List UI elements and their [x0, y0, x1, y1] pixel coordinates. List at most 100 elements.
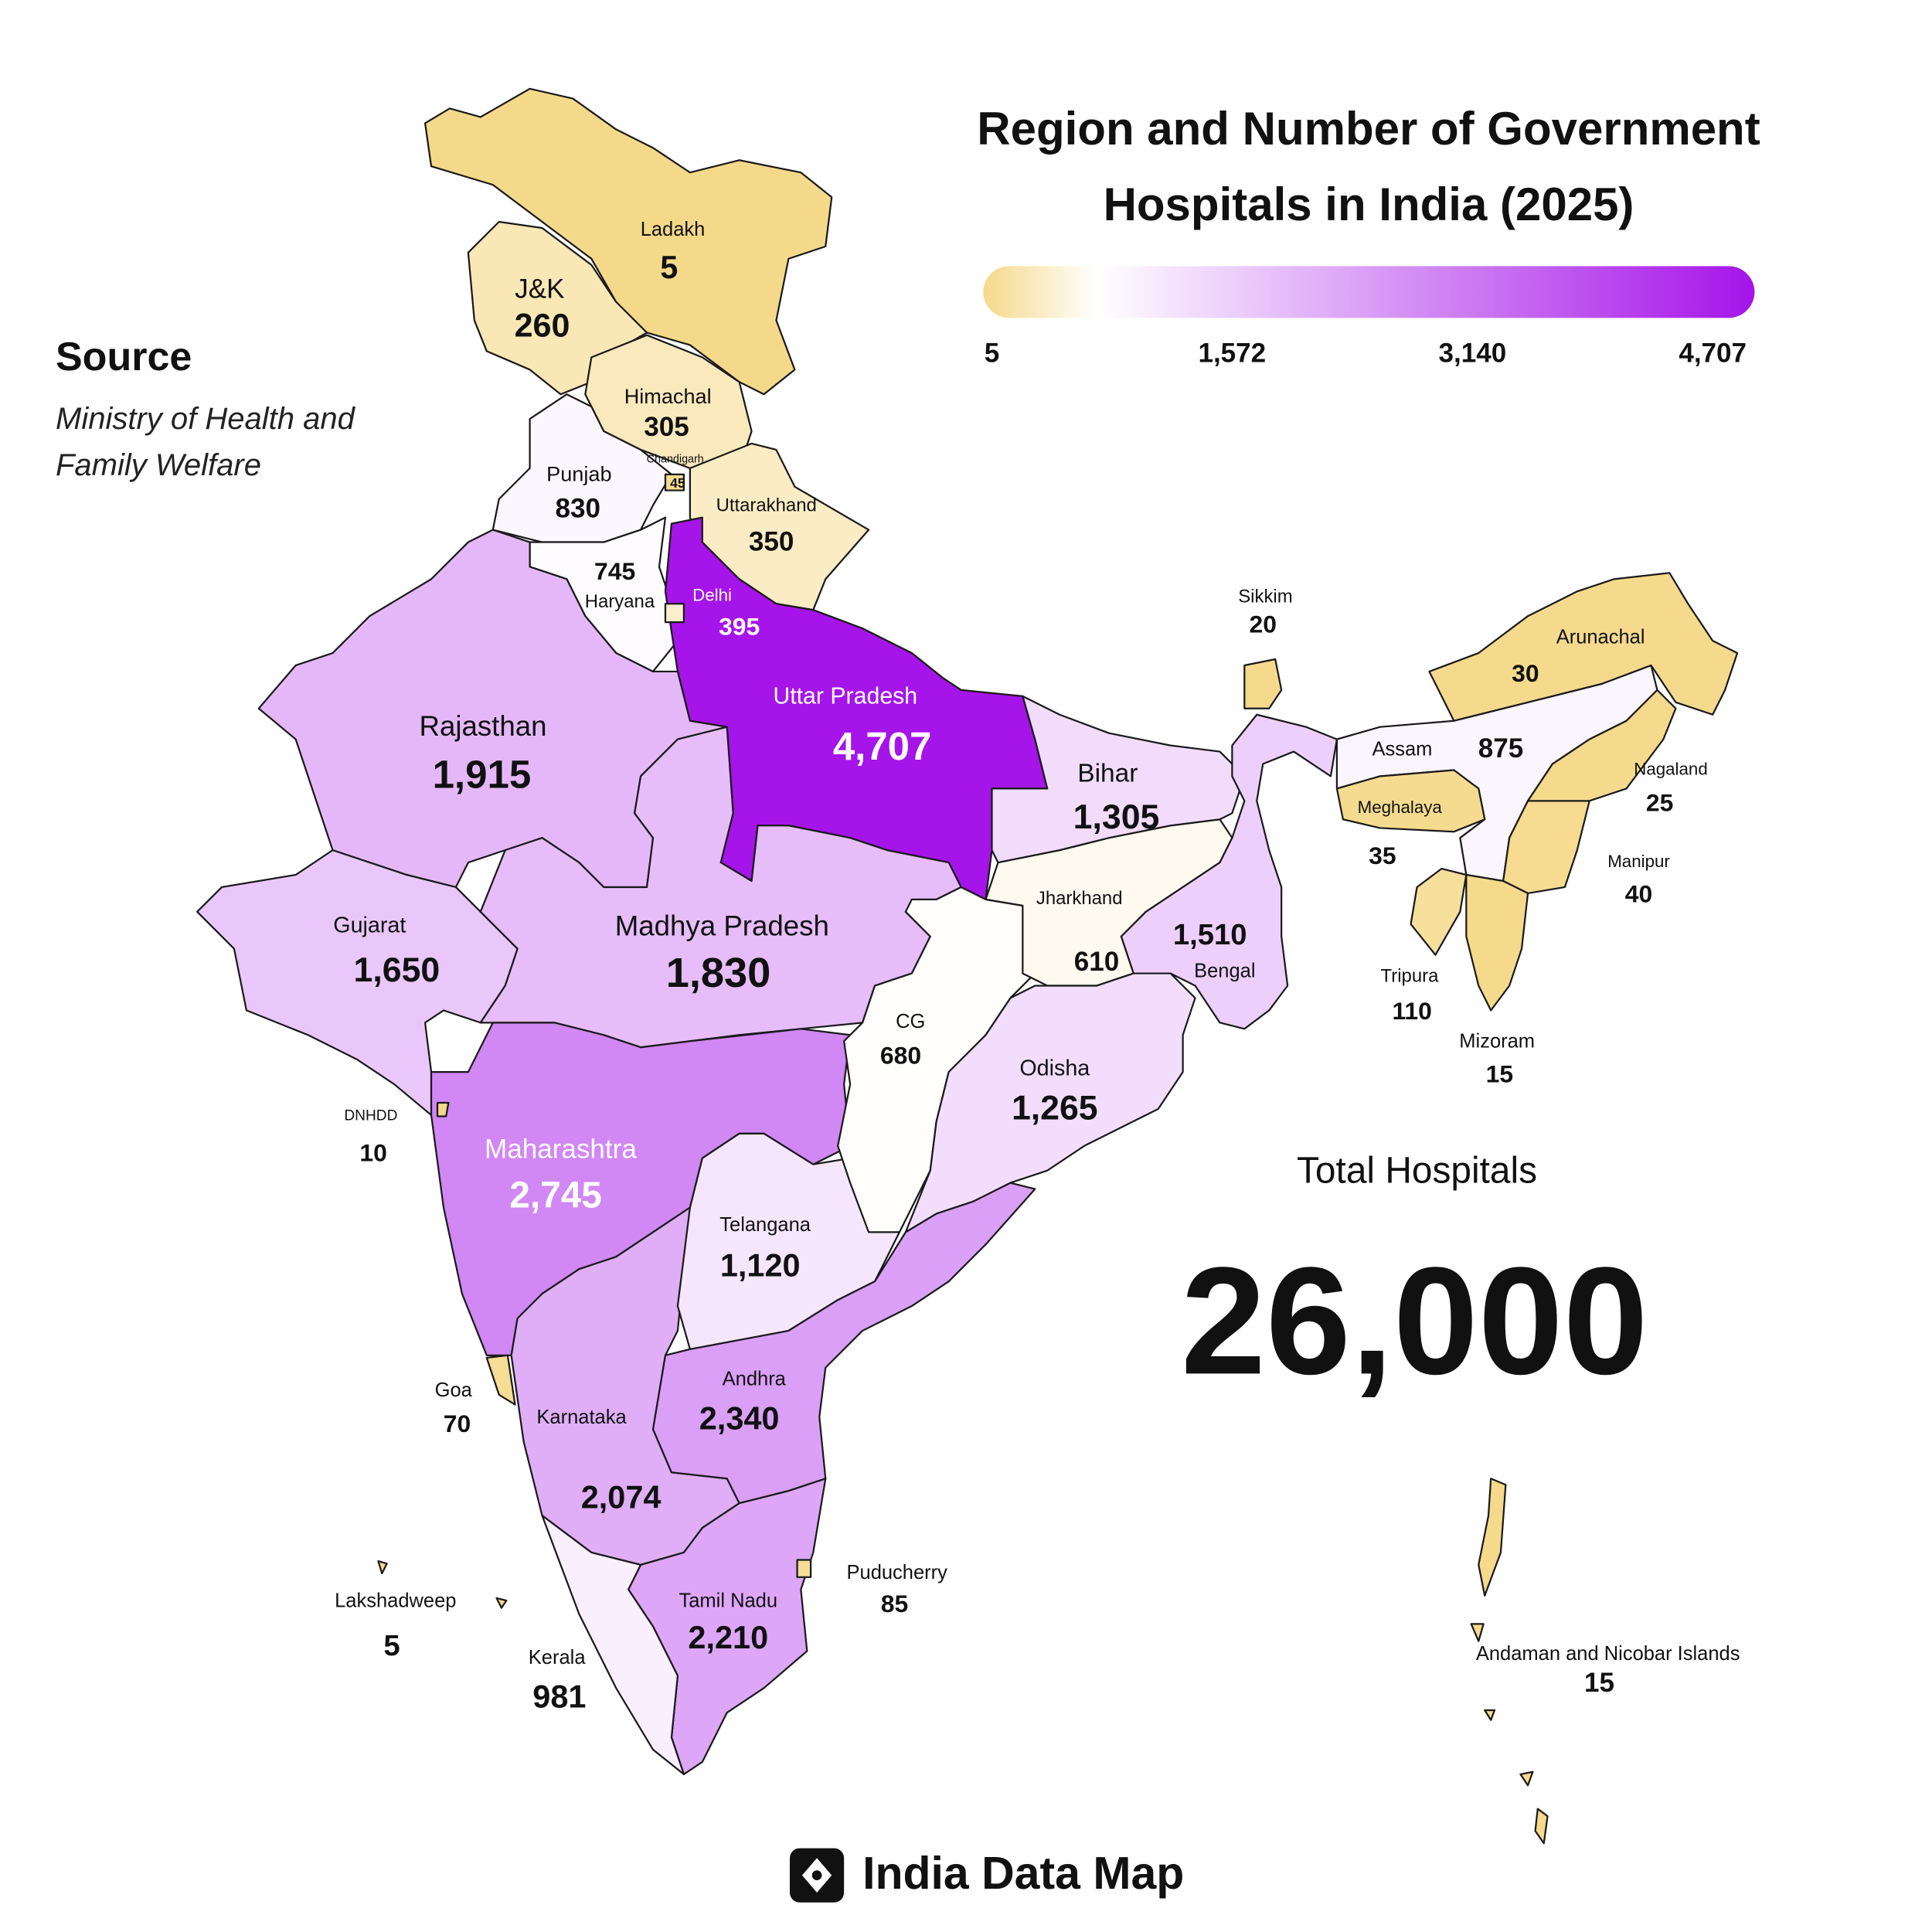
region-value: 680	[880, 1041, 921, 1069]
region	[664, 473, 685, 492]
region	[904, 972, 1196, 1233]
region-value: 1,650	[354, 951, 440, 989]
region-value: 40	[1625, 880, 1652, 908]
region-value: 1,510	[1173, 918, 1247, 951]
brand: India Data Map	[862, 1848, 1184, 1899]
region-value: 45	[670, 475, 685, 491]
region-name: J&K	[515, 274, 564, 304]
region-value: 2,210	[688, 1619, 768, 1655]
region-name: Karnataka	[536, 1406, 627, 1428]
total-label: Total Hospitals	[1297, 1150, 1537, 1191]
region-value: 395	[719, 613, 760, 641]
region-value: 875	[1478, 733, 1524, 764]
chart-title: Region and Number of Government Hospital…	[977, 103, 1760, 230]
region-value: 350	[749, 526, 794, 556]
region-name: Andhra	[723, 1368, 787, 1389]
region-value: 5	[660, 249, 678, 285]
region	[1243, 658, 1283, 709]
region-value: 110	[1392, 997, 1431, 1025]
colorbar-ticks: 5 1,572 3,140 4,707	[985, 338, 1747, 368]
region	[796, 1559, 812, 1578]
region-value: 30	[1512, 659, 1539, 687]
region-name: Punjab	[546, 462, 611, 486]
brand-icon	[790, 1848, 845, 1903]
region-value: 10	[359, 1138, 386, 1166]
region-name: Assam	[1372, 739, 1432, 760]
region-name: Jharkhand	[1036, 888, 1123, 909]
region	[541, 1514, 685, 1776]
region	[436, 1101, 450, 1117]
region-name: Kerala	[529, 1647, 587, 1668]
region-value: 35	[1369, 842, 1396, 869]
region	[377, 1560, 508, 1609]
region	[1428, 572, 1739, 722]
region-name: DNHDD	[344, 1108, 397, 1124]
region-name: Puducherry	[847, 1562, 948, 1583]
region-name: Himachal	[624, 384, 712, 408]
region-name: Manipur	[1607, 852, 1670, 871]
region-name: Sikkim	[1238, 587, 1292, 607]
regions	[196, 87, 1739, 1845]
region	[651, 1182, 1036, 1505]
region-name: Odisha	[1019, 1056, 1090, 1081]
region-value: 981	[532, 1679, 586, 1715]
region-value: 1,120	[720, 1247, 801, 1284]
region-value: 2,074	[581, 1478, 662, 1515]
region-name: Uttarakhand	[716, 495, 817, 516]
source-text: Ministry of Health and Family Welfare	[56, 402, 355, 482]
labels: Ladakh5J&K260Himachal305Chandigarh45Utta…	[333, 219, 1740, 1715]
region-value: 745	[594, 557, 635, 585]
region-value: 15	[1486, 1060, 1513, 1087]
region-value: 305	[644, 412, 689, 442]
region-name: Bihar	[1077, 760, 1138, 788]
region	[1502, 800, 1590, 895]
region-value: 5	[383, 1629, 400, 1662]
region-value: 1,305	[1073, 798, 1160, 836]
region	[1470, 1478, 1549, 1845]
total-value: 26,000	[1181, 1235, 1648, 1406]
region-name: Mizoram	[1459, 1031, 1535, 1053]
region	[423, 87, 833, 396]
region-name: Uttar Pradesh	[773, 683, 917, 709]
region-name: Maharashtra	[485, 1134, 637, 1164]
region-value: 70	[444, 1410, 471, 1437]
region-name: Madhya Pradesh	[615, 910, 829, 941]
region	[664, 603, 685, 624]
region-value: 4,707	[833, 724, 932, 768]
region-name: Lakshadweep	[335, 1590, 456, 1611]
region-value: 1,830	[666, 950, 771, 996]
region-name: Telangana	[719, 1214, 811, 1236]
region-name: Bengal	[1194, 961, 1255, 982]
region-name: Goa	[435, 1379, 473, 1401]
region-name: Haryana	[585, 591, 655, 612]
region-name: Delhi	[692, 586, 732, 605]
region-value: 260	[515, 307, 570, 344]
region-value: 2,340	[699, 1400, 780, 1436]
region-name: Andaman and Nicobar Islands	[1476, 1643, 1740, 1665]
region-value: 20	[1250, 610, 1277, 638]
colorbar	[983, 266, 1755, 318]
colorbar-tick-label: 4,707	[1679, 338, 1747, 368]
region-value: 1,265	[1012, 1089, 1098, 1127]
region	[1120, 713, 1338, 1030]
region-value: 85	[881, 1590, 908, 1617]
region-name: Tripura	[1381, 966, 1440, 987]
region	[1335, 769, 1486, 833]
region-value: 830	[556, 493, 601, 523]
colorbar-tick-label: 3,140	[1438, 338, 1506, 368]
region-name: Chandigarh	[647, 453, 704, 465]
region-value: 25	[1646, 789, 1673, 817]
region-name: Meghalaya	[1358, 798, 1443, 817]
region-name: Arunachal	[1556, 627, 1645, 648]
region-name: Rajasthan	[419, 710, 546, 742]
region-value: 15	[1584, 1668, 1614, 1698]
region-name: Gujarat	[333, 913, 406, 938]
region-name: Nagaland	[1634, 759, 1708, 778]
region	[991, 695, 1246, 864]
region-value: 2,745	[509, 1175, 602, 1216]
region-name: CG	[896, 1011, 925, 1032]
region	[196, 849, 519, 1117]
region-value: 610	[1074, 947, 1120, 977]
